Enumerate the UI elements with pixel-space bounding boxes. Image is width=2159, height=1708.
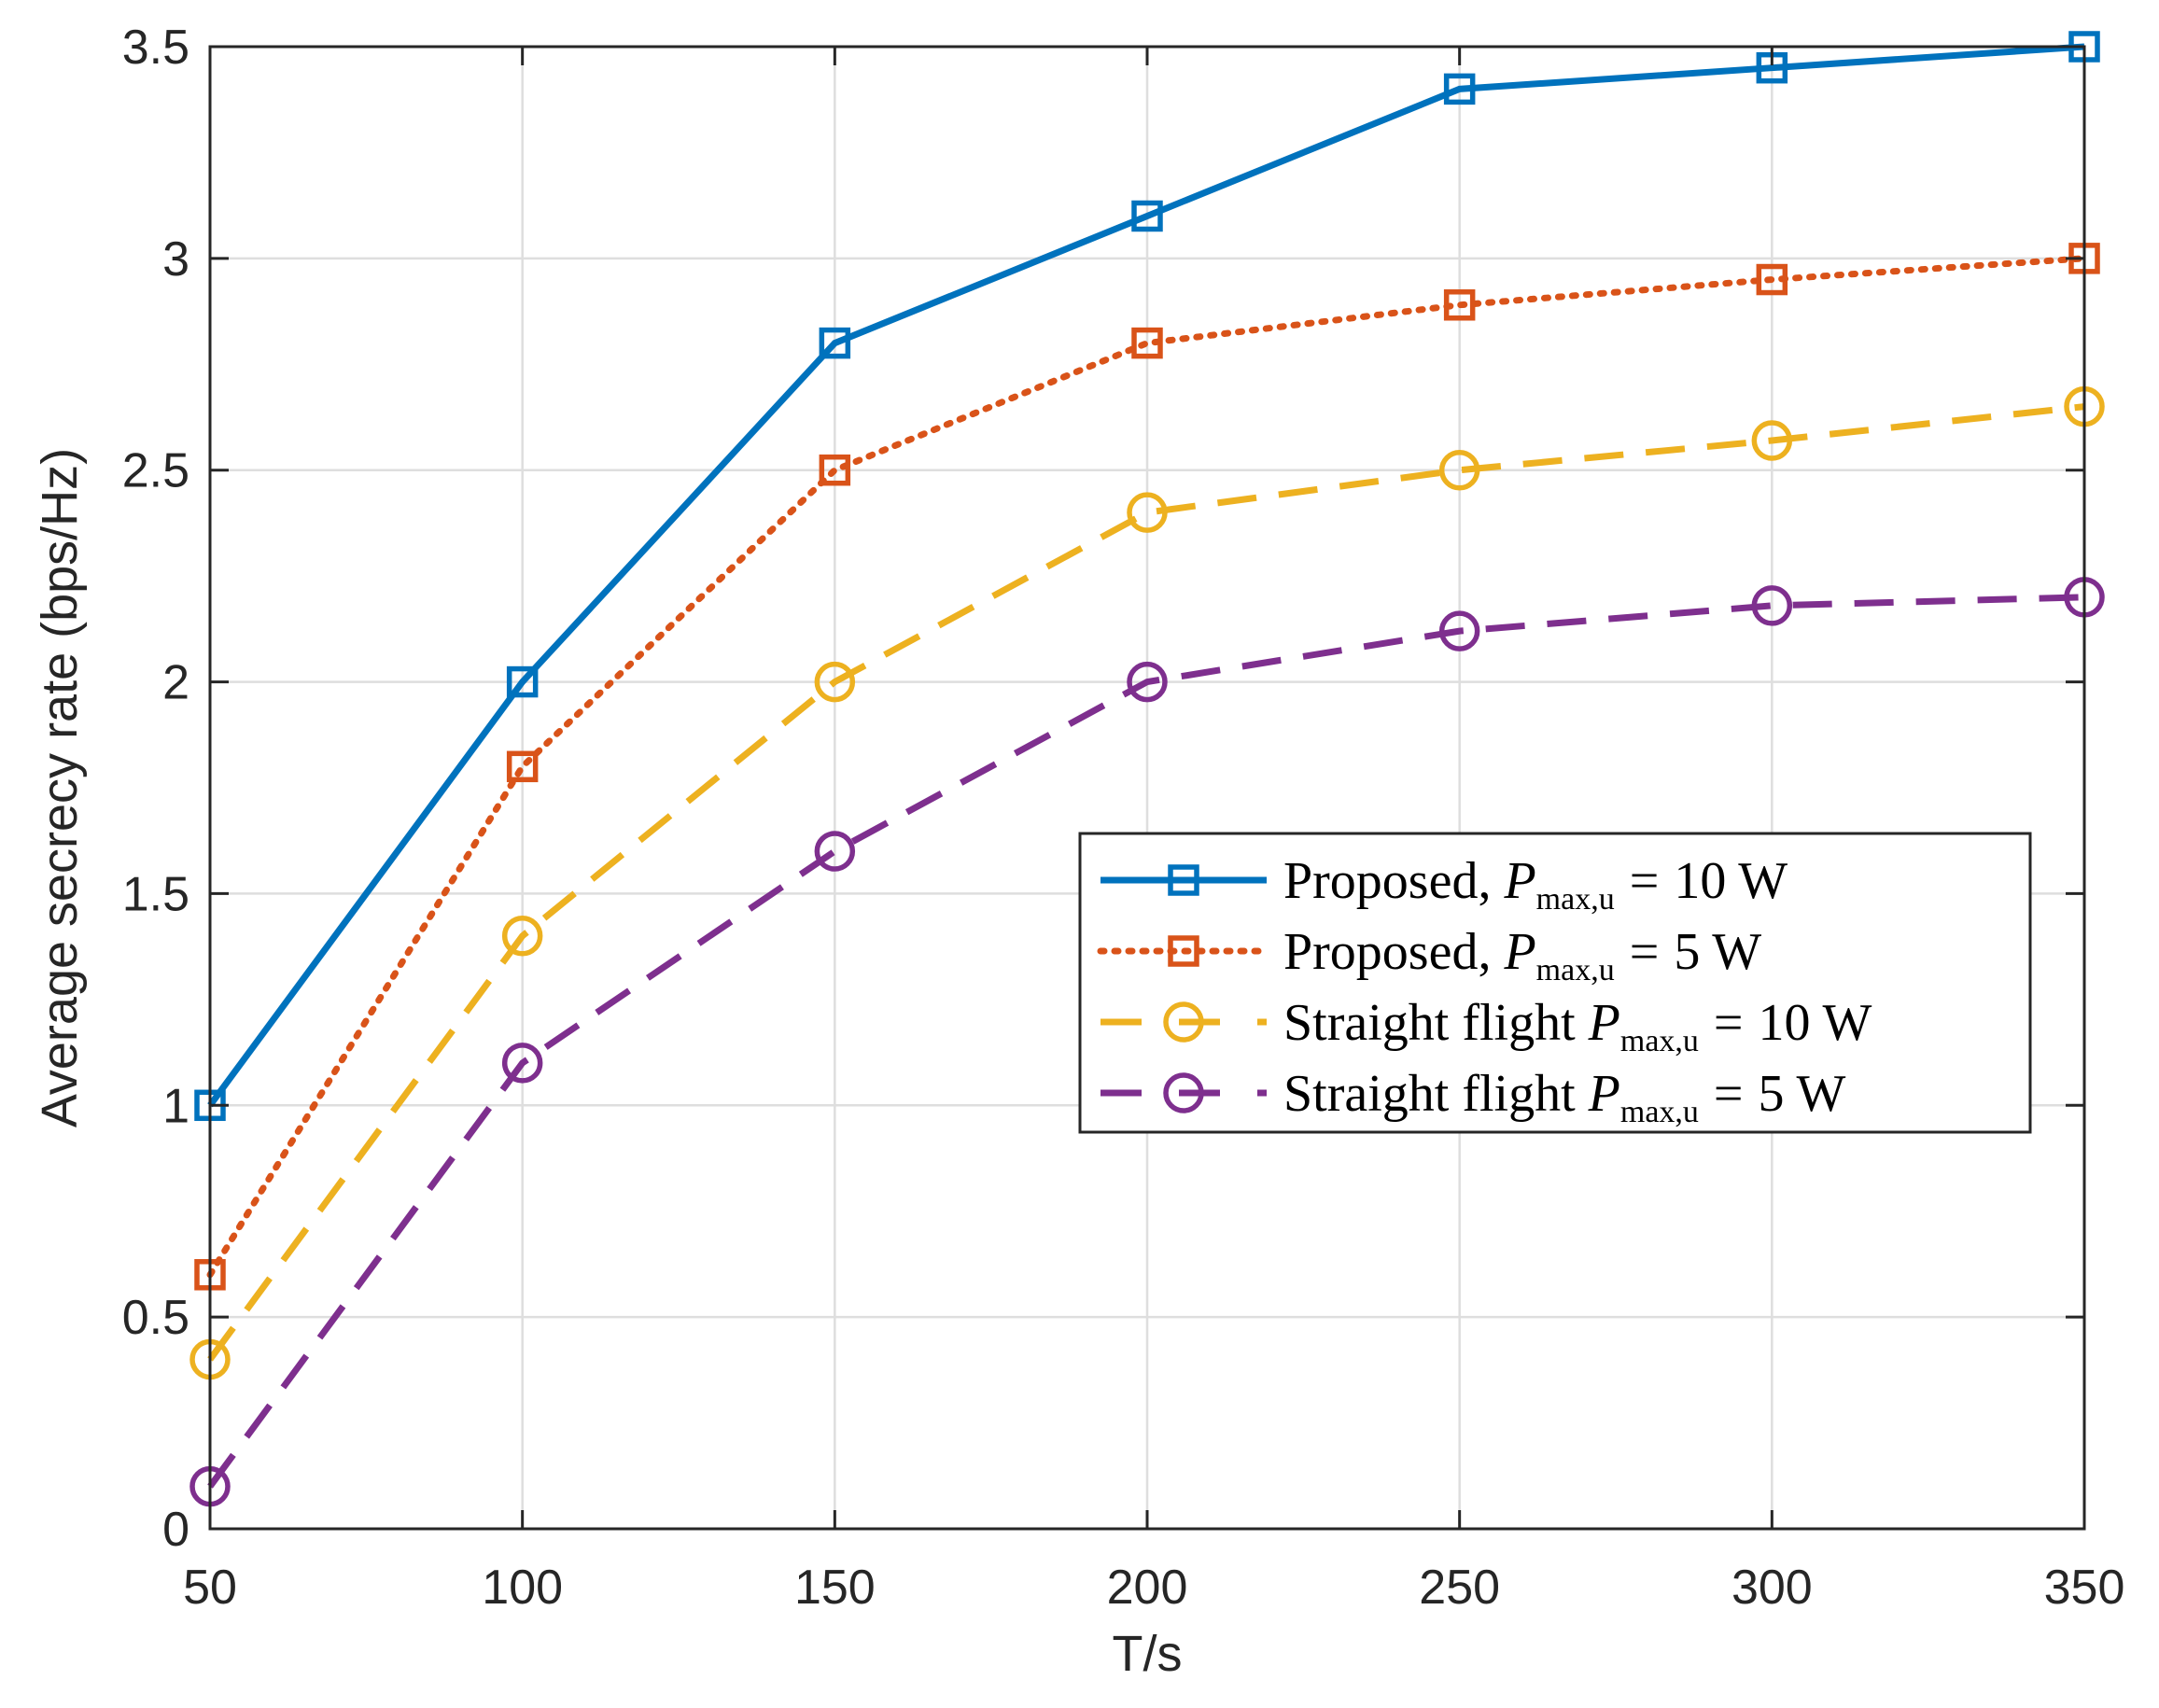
data-point (506, 665, 539, 698)
x-tick-label: 100 (482, 1561, 563, 1615)
data-point (1751, 585, 1793, 626)
ticks: 50 100 150 200 250 300 350 0 0.5 1 1.5 2 2.5 3 3.5 (122, 21, 2125, 1615)
y-tick-label: 3 (162, 232, 189, 287)
data-point (1127, 661, 1168, 703)
data-point (501, 916, 543, 957)
data-point (814, 831, 856, 872)
data-point (1751, 420, 1793, 461)
data-point (819, 454, 851, 486)
series-2 (189, 385, 2105, 1380)
data-point (1131, 200, 1163, 232)
x-tick-label: 300 (1731, 1561, 1813, 1615)
x-tick-label: 150 (794, 1561, 876, 1615)
data-point (1131, 327, 1163, 359)
legend-swatch-marker (1163, 1072, 1204, 1113)
data-point (1438, 610, 1480, 651)
series-3 (189, 577, 2105, 1507)
legend-label-subscript: max,u (1620, 1024, 1699, 1058)
legend-label-value: 10 W (1674, 852, 1787, 910)
y-tick-label: 2.5 (122, 444, 189, 498)
legend-label-prefix: Proposed, (1283, 923, 1504, 981)
legend-swatch-marker (1168, 864, 1199, 896)
y-tick-label: 1 (162, 1079, 189, 1133)
legend-swatch-marker (1168, 935, 1199, 967)
legend-entry-3: Straight flight Pmax,u = 5 W (1101, 1065, 1846, 1129)
legend-label-value: 5 W (1759, 1065, 1846, 1123)
legend-label-prefix: Straight flight (1283, 1065, 1589, 1123)
legend-entry-1: Proposed, Pmax,u = 5 W (1097, 923, 1761, 987)
legend-label-subscript: max,u (1620, 1095, 1699, 1129)
legend-label-value: 10 W (1759, 994, 1872, 1052)
x-tick-label: 50 (183, 1561, 237, 1615)
legend-label-prefix: Straight flight (1283, 994, 1589, 1052)
x-tick-label: 200 (1107, 1561, 1188, 1615)
data-point (501, 1043, 543, 1084)
legend-swatch-marker (1163, 1001, 1204, 1043)
y-axis-label: Average secrecy rate (bps/Hz) (32, 448, 88, 1127)
x-tick-label: 350 (2044, 1561, 2125, 1615)
data-point (1443, 73, 1476, 105)
legend-label-value: 5 W (1674, 923, 1761, 981)
legend-entry-2: Straight flight Pmax,u = 10 W (1101, 994, 1872, 1058)
y-tick-label: 0.5 (122, 1291, 189, 1345)
series-line-1 (206, 255, 2088, 1279)
legend-label-symbol: P (1503, 923, 1535, 981)
y-tick-label: 0 (162, 1503, 189, 1557)
x-axis-label: T/s (1113, 1626, 1183, 1682)
y-tick-label: 2 (162, 656, 189, 710)
legend-label: Straight flight Pmax,u = 5 W (1283, 1065, 1846, 1129)
data-point (506, 750, 539, 783)
data-point (1756, 263, 1788, 296)
x-tick-label: 250 (1419, 1561, 1500, 1615)
y-tick-label: 3.5 (122, 21, 189, 75)
legend-label-symbol: P (1588, 994, 1620, 1052)
data-point (1438, 449, 1480, 491)
legend-entry-0: Proposed, Pmax,u = 10 W (1101, 852, 1787, 917)
legend-label: Proposed, Pmax,u = 10 W (1283, 852, 1787, 917)
legend-label-symbol: P (1588, 1065, 1620, 1123)
legend-label-symbol: P (1503, 852, 1535, 910)
data-point (1127, 492, 1168, 533)
data-point (814, 661, 856, 703)
y-tick-label: 1.5 (122, 867, 189, 921)
series-line-3 (207, 594, 2085, 1489)
data-point (819, 327, 851, 359)
legend-label-equals: = (1714, 1065, 1744, 1123)
legend-label-subscript: max,u (1536, 953, 1615, 987)
legend-label-equals: = (1714, 994, 1744, 1052)
legend-label-equals: = (1630, 923, 1660, 981)
data-point (1443, 289, 1476, 321)
series-line-0 (207, 43, 2085, 1108)
legend-label-prefix: Proposed, (1283, 852, 1504, 910)
legend-label: Proposed, Pmax,u = 5 W (1283, 923, 1761, 987)
legend-label: Straight flight Pmax,u = 10 W (1283, 994, 1872, 1058)
legend-label-subscript: max,u (1536, 882, 1615, 917)
series-line-2 (207, 403, 2085, 1362)
legend-label-equals: = (1630, 852, 1660, 910)
